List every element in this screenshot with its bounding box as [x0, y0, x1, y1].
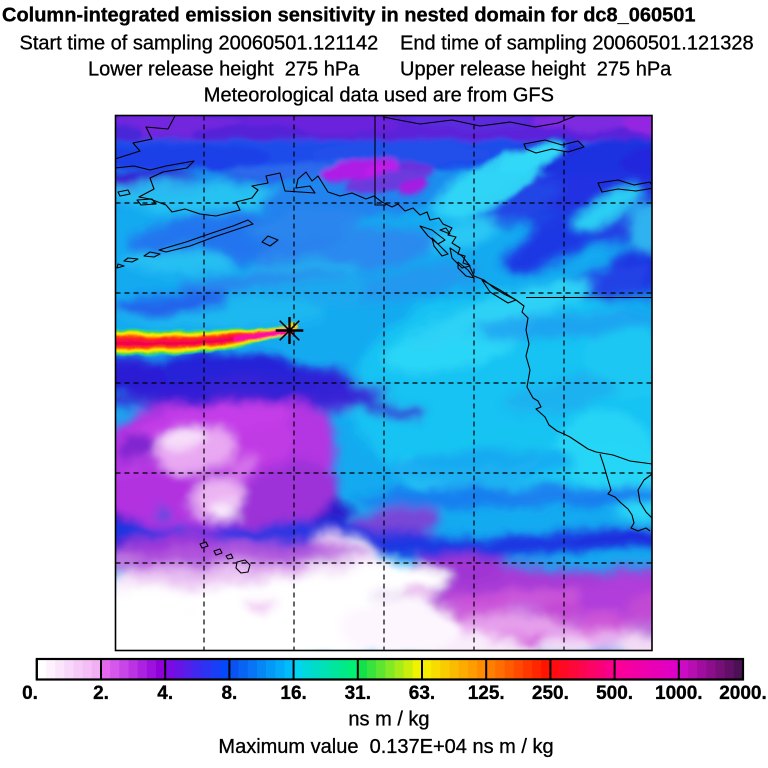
svg-text:Meteorological data used are f: Meteorological data used are from GFS: [204, 84, 554, 106]
svg-text:4.: 4.: [157, 683, 173, 704]
svg-text:ns m / kg: ns m / kg: [348, 709, 429, 731]
svg-text:125.: 125.: [468, 683, 505, 704]
svg-text:Maximum value 0.137E+04 ns m: Maximum value 0.137E+04 ns m / kg: [218, 736, 553, 758]
svg-text:0.: 0.: [22, 683, 38, 704]
svg-text:1000.: 1000.: [655, 683, 703, 704]
svg-text:Lower release height 275 hPa: Lower release height 275 hPa: [88, 59, 360, 81]
svg-text:31.: 31.: [345, 683, 371, 704]
svg-text:Start time of sampling 2006050: Start time of sampling 20060501.121142: [20, 33, 379, 55]
svg-text:Upper release height 275 hPa: Upper release height 275 hPa: [400, 59, 672, 81]
svg-text:63.: 63.: [409, 683, 435, 704]
svg-text:End time of sampling 20060501.: End time of sampling 20060501.121328: [400, 33, 754, 55]
svg-text:Column-integrated emission sen: Column-integrated emission sensitivity i…: [2, 5, 696, 27]
svg-text:250.: 250.: [532, 683, 569, 704]
svg-text:8.: 8.: [221, 683, 237, 704]
svg-text:2.: 2.: [93, 683, 109, 704]
svg-text:16.: 16.: [280, 683, 306, 704]
svg-text:500.: 500.: [596, 683, 633, 704]
svg-text:2000.: 2000.: [719, 683, 767, 704]
